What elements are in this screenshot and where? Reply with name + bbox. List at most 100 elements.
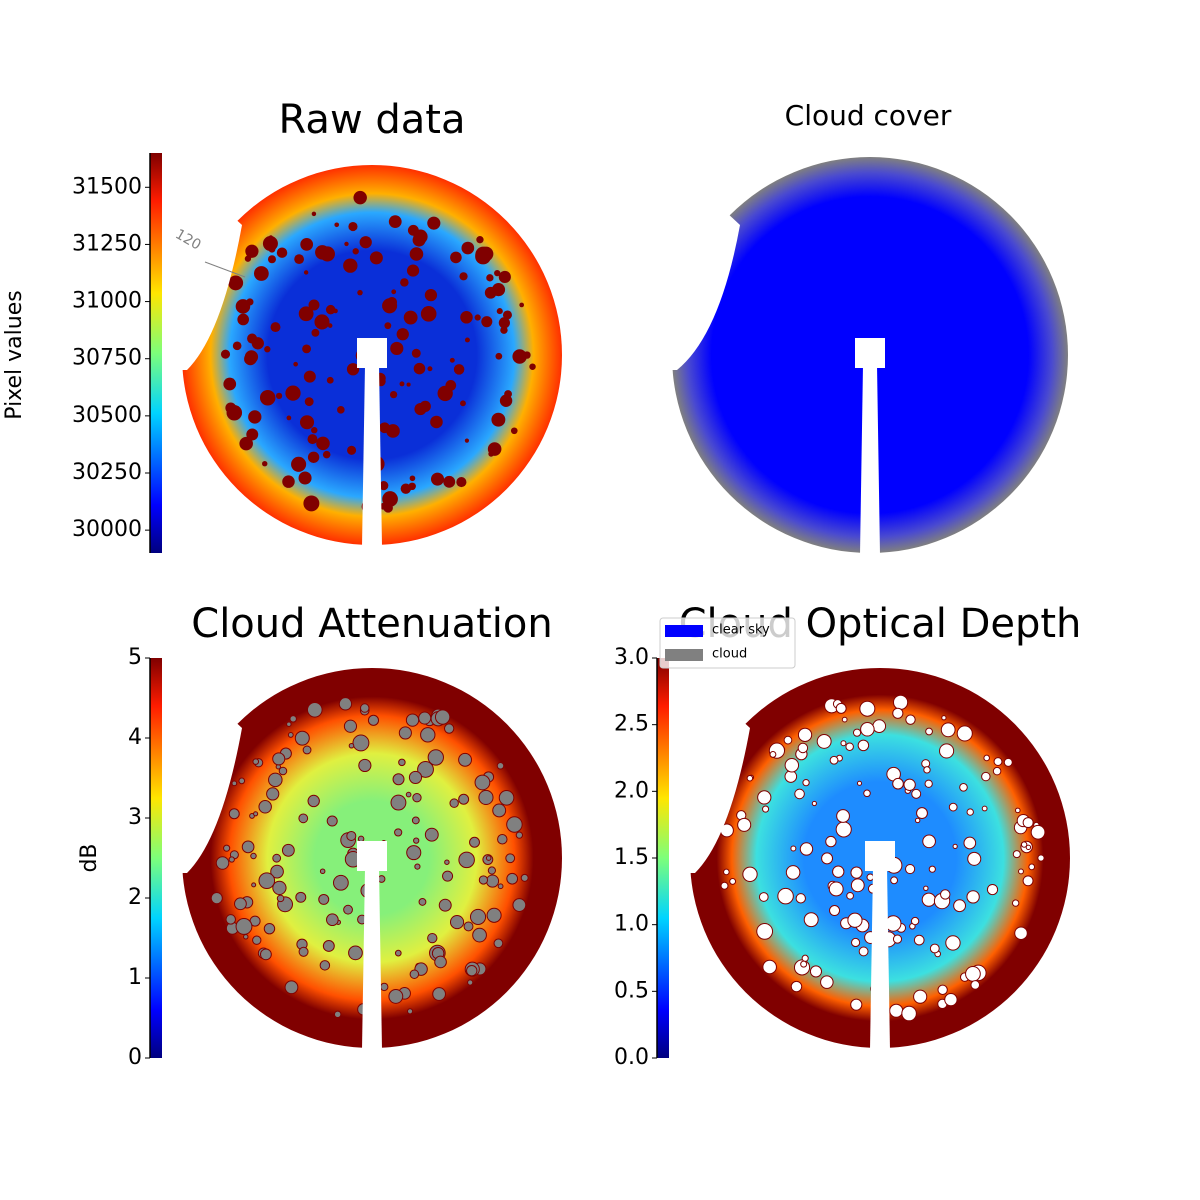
colorbar-label: dB [77,843,102,872]
sky-spot [299,415,315,430]
sky-spot [406,264,420,277]
sky-spot [458,793,470,805]
sky-spot [925,727,933,736]
sky-spot [866,873,875,881]
sky-spot [474,314,481,321]
sky-spot [303,495,320,512]
sky-spot [210,892,223,905]
sky-spot [937,984,948,995]
sky-spot [795,893,806,904]
sky-spot [493,938,504,949]
sky-spot [291,456,307,472]
sky-spot [858,946,869,957]
legend-swatch [665,649,703,661]
sky-spot [430,415,443,429]
sky-spot [343,904,353,915]
mast-head [357,841,387,871]
sky-spot [243,934,249,940]
colorbar-tick-label: 31000 [72,289,142,314]
sky-spot [485,855,492,861]
notch [177,668,242,873]
sky-spot [443,475,456,488]
sky-spot [890,876,899,885]
sky-spot [803,912,819,928]
notch [177,165,242,370]
sky-spot [940,889,951,900]
sky-spot [267,255,276,264]
sky-spot [384,322,392,330]
sky-spot [303,370,316,383]
sky-spot [406,1008,414,1015]
sky-spot [406,845,422,861]
sky-spot [409,247,424,261]
sky-spot [986,883,999,896]
sky-spot [228,856,235,863]
sky-spot [424,827,439,842]
sky-spot [905,863,916,875]
panel-title: Cloud cover [785,99,952,132]
sky-spot [486,907,502,923]
sky-spot [316,436,330,451]
notch [667,157,740,370]
sky-spot [1030,824,1046,840]
sky-spot [729,877,737,885]
colorbar-label: Pixel values [2,290,27,419]
sky-spot [505,853,516,864]
sky-spot [295,891,307,903]
sky-spot [391,289,397,295]
sky-spot [263,922,276,935]
sky-spot [246,428,259,441]
sky-spot [825,835,837,848]
sky-spot [298,471,312,485]
sky-spot [464,337,470,343]
sky-spot [1028,863,1036,871]
sky-spot [498,790,515,806]
colorbar-tick-label: 30750 [72,346,142,371]
sky-spot [970,980,981,990]
sky-spot [427,366,433,372]
legend-swatch [665,625,703,637]
sky-spot [304,397,314,407]
sky-spot [334,222,340,228]
sky-spot [852,728,862,737]
sky-spot [850,878,865,893]
mast-head [855,338,885,368]
sky-spot [442,870,454,882]
sky-spot [797,727,813,742]
sky-image [685,668,1070,1050]
sky-spot [438,898,452,912]
sky-spot [475,248,491,265]
colorbar-tick-label: 3.0 [614,645,649,670]
sky-spot [326,913,339,927]
sky-spot [281,843,295,857]
sky-spot [275,392,283,400]
sky-spot [916,807,928,820]
sky-spot [981,771,991,782]
sky-spot [432,987,446,1001]
sky-spot [510,427,518,435]
sky-spot [783,735,793,745]
colorbar-tick-label: 2 [128,885,142,910]
sky-spot [983,754,990,762]
sky-spot [797,742,809,754]
sky-spot [307,794,320,808]
sky-spot [367,714,380,726]
sky-spot [857,739,870,752]
sky-spot [246,298,254,306]
sky-spot [913,934,925,946]
sky-spot [409,969,420,979]
sky-spot [944,992,958,1007]
sky-image [177,165,562,547]
legend-label: clear sky [712,623,770,638]
mast-head [865,841,895,871]
sky-image [667,157,1068,555]
sky-spot [463,921,474,932]
sky-spot [449,798,459,808]
sky-spot [359,236,372,249]
sky-spot [272,853,282,863]
sky-spot [282,475,295,488]
sky-spot [784,757,800,773]
sky-spot [225,914,236,925]
sky-spot [228,808,240,820]
sky-spot [379,481,389,491]
